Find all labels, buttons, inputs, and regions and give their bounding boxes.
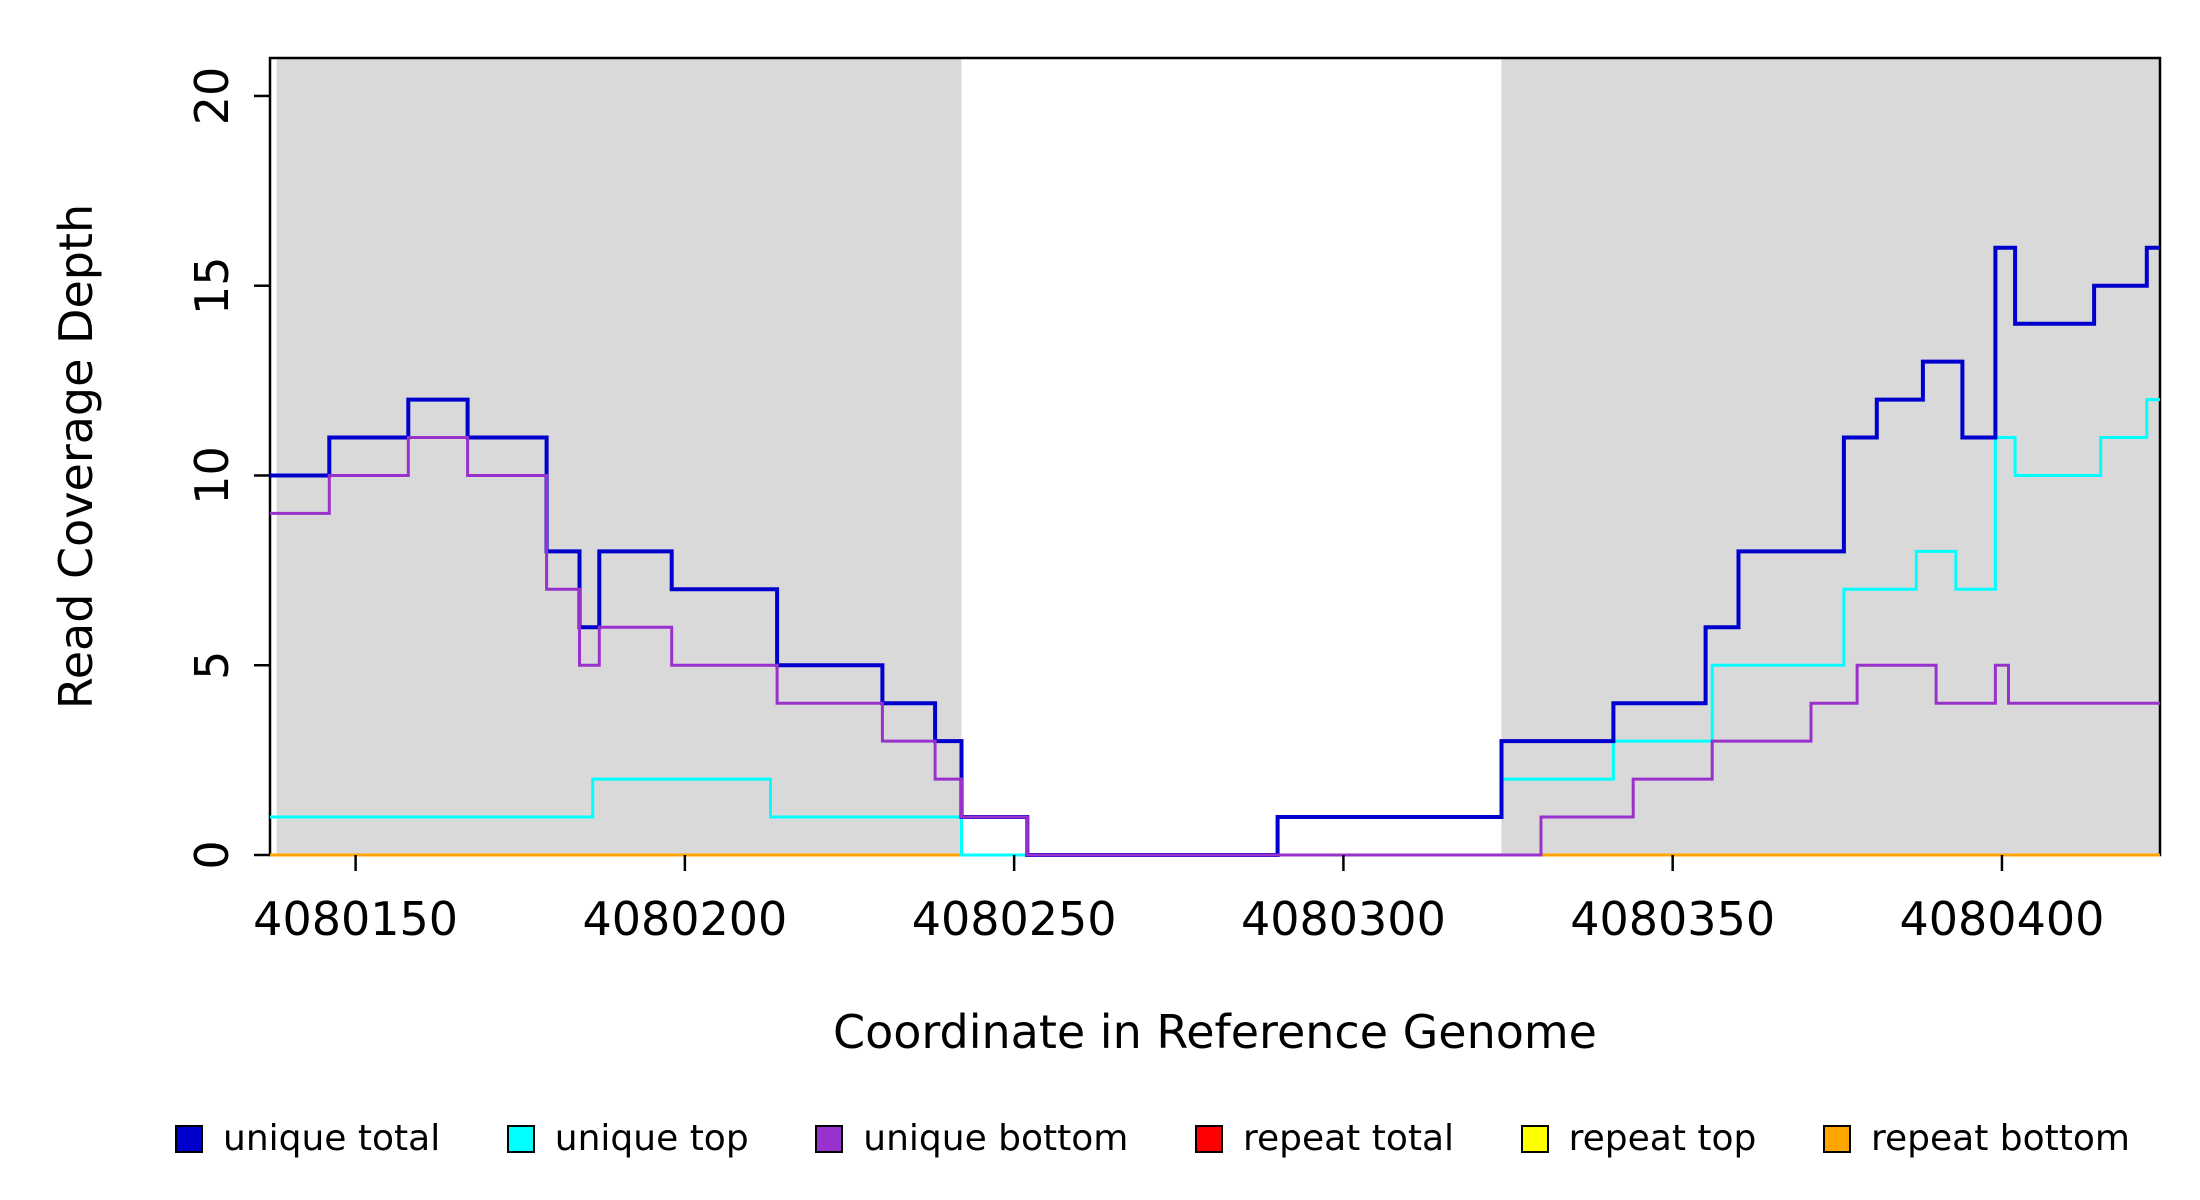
x-tick-label: 4080150 — [253, 892, 458, 946]
legend-label-unique-bottom: unique bottom — [863, 1118, 1129, 1159]
legend-swatch-unique-bottom — [815, 1124, 844, 1153]
y-tick-label: 20 — [185, 67, 239, 126]
legend-item-unique-top: unique top — [506, 1118, 749, 1159]
chart-legend: unique total unique top unique bottom repea… — [175, 1118, 2130, 1159]
legend-swatch-repeat-bottom — [1823, 1124, 1851, 1153]
legend-label-unique-top: unique top — [554, 1118, 749, 1159]
series-unique-total — [270, 245, 2160, 857]
y-axis-label: Read Coverage Depth — [49, 204, 103, 709]
y-tick-label: 10 — [185, 446, 239, 505]
legend-label-repeat-total: repeat total — [1242, 1118, 1455, 1159]
x-tick-label: 4080300 — [1241, 892, 1446, 946]
legend-item-repeat-top: repeat top — [1520, 1118, 1757, 1159]
shaded-region — [1501, 58, 2160, 855]
legend-swatch-unique-top — [506, 1124, 535, 1153]
series-unique-top — [270, 398, 2160, 857]
legend-label-repeat-bottom: repeat bottom — [1871, 1118, 2130, 1159]
legend-swatch-unique-total — [175, 1124, 203, 1153]
x-tick-label: 4080250 — [912, 892, 1117, 946]
series-unique-bottom — [270, 436, 2160, 857]
legend-item-unique-total: unique total — [175, 1118, 440, 1159]
legend-swatch-repeat-top — [1520, 1124, 1549, 1153]
legend-label-repeat-top: repeat top — [1568, 1118, 1757, 1159]
legend-swatch-repeat-total — [1194, 1124, 1223, 1153]
coverage-chart: 4080150 4080200 4080250 4080300 4080350 40804… — [49, 56, 2162, 1059]
legend-item-unique-bottom: unique bottom — [815, 1118, 1128, 1159]
legend-item-repeat-bottom: repeat bottom — [1823, 1118, 2130, 1159]
x-axis-label: Coordinate in Reference Genome — [833, 1005, 1597, 1059]
legend-label-unique-total: unique total — [223, 1118, 441, 1159]
y-tick-label: 0 — [185, 840, 239, 869]
x-tick-label: 4080350 — [1570, 892, 1775, 946]
x-tick-label: 4080200 — [582, 892, 787, 946]
shaded-region — [276, 58, 962, 855]
y-tick-label: 5 — [185, 651, 239, 680]
x-tick-label: 4080400 — [1900, 892, 2105, 946]
legend-item-repeat-total: repeat total — [1194, 1118, 1455, 1159]
y-tick-label: 15 — [185, 256, 239, 315]
